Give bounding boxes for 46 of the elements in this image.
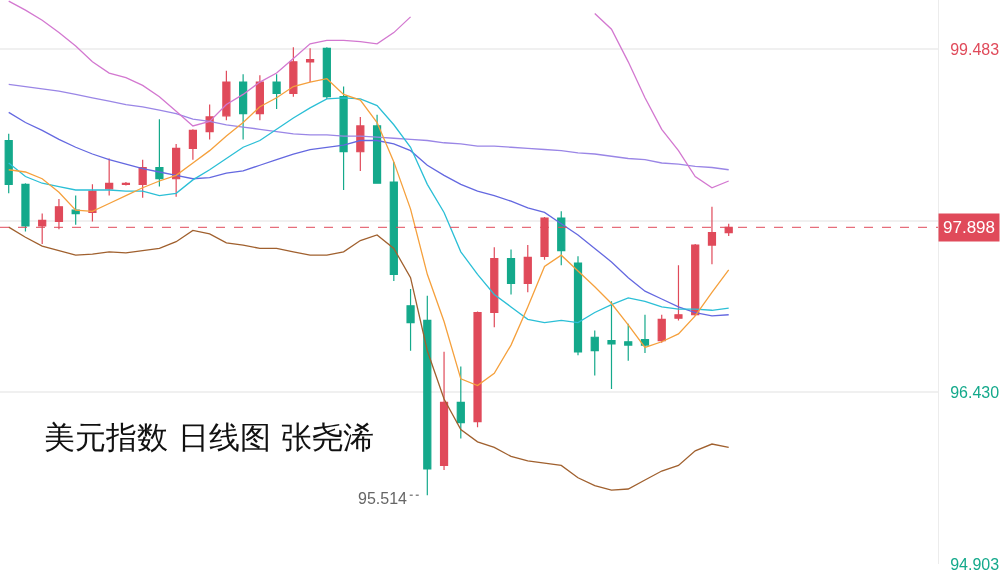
- candlestick: [657, 314, 666, 344]
- y-tick-label: 94.903: [950, 555, 1000, 573]
- candlestick: [88, 183, 97, 223]
- candlestick: [21, 182, 30, 233]
- candlestick: [155, 118, 164, 188]
- ref-line-label: 97.898: [943, 218, 995, 237]
- candlestick: [423, 295, 432, 496]
- candlestick: [456, 365, 465, 440]
- candlestick: [71, 195, 80, 226]
- candlestick: [172, 143, 181, 198]
- candlestick: [590, 329, 599, 377]
- candlestick: [138, 159, 147, 199]
- candlestick: [640, 314, 650, 354]
- annotation: 95.514: [358, 490, 408, 507]
- candlestick: [607, 300, 616, 390]
- line-series: [8, 83, 730, 171]
- candlestick: [372, 114, 382, 184]
- candlestick: [506, 248, 516, 296]
- line-series: [8, 78, 730, 387]
- y-tick-label: 96.430: [950, 383, 1000, 401]
- candlestick: [674, 264, 683, 321]
- candlestick: [624, 323, 633, 362]
- candlestick: [339, 85, 348, 191]
- candlestick: [691, 243, 700, 317]
- candlestick: [272, 73, 281, 110]
- candlestick: [4, 133, 13, 194]
- candlestick: [557, 210, 566, 266]
- candlestick: [490, 246, 499, 328]
- candlestick: [322, 46, 331, 100]
- candlestick: [239, 73, 248, 140]
- y-tick-label: 99.483: [950, 40, 1000, 58]
- candlestick: [523, 244, 532, 293]
- candlestick: [473, 310, 482, 428]
- candlestick: [573, 255, 583, 356]
- candlestick: [188, 128, 198, 161]
- candlestick: [439, 351, 449, 471]
- candlestick: [406, 288, 415, 352]
- candlestick: [255, 74, 264, 121]
- candlestick: [356, 116, 365, 172]
- text: 美元指数 日线图 张尧浠: [44, 419, 374, 455]
- candlestick: [289, 46, 298, 98]
- candlestick: [105, 157, 114, 197]
- candlestick: [222, 70, 231, 121]
- candlestick: [305, 47, 315, 83]
- line-series: [8, 226, 730, 491]
- candlestick: [389, 161, 398, 282]
